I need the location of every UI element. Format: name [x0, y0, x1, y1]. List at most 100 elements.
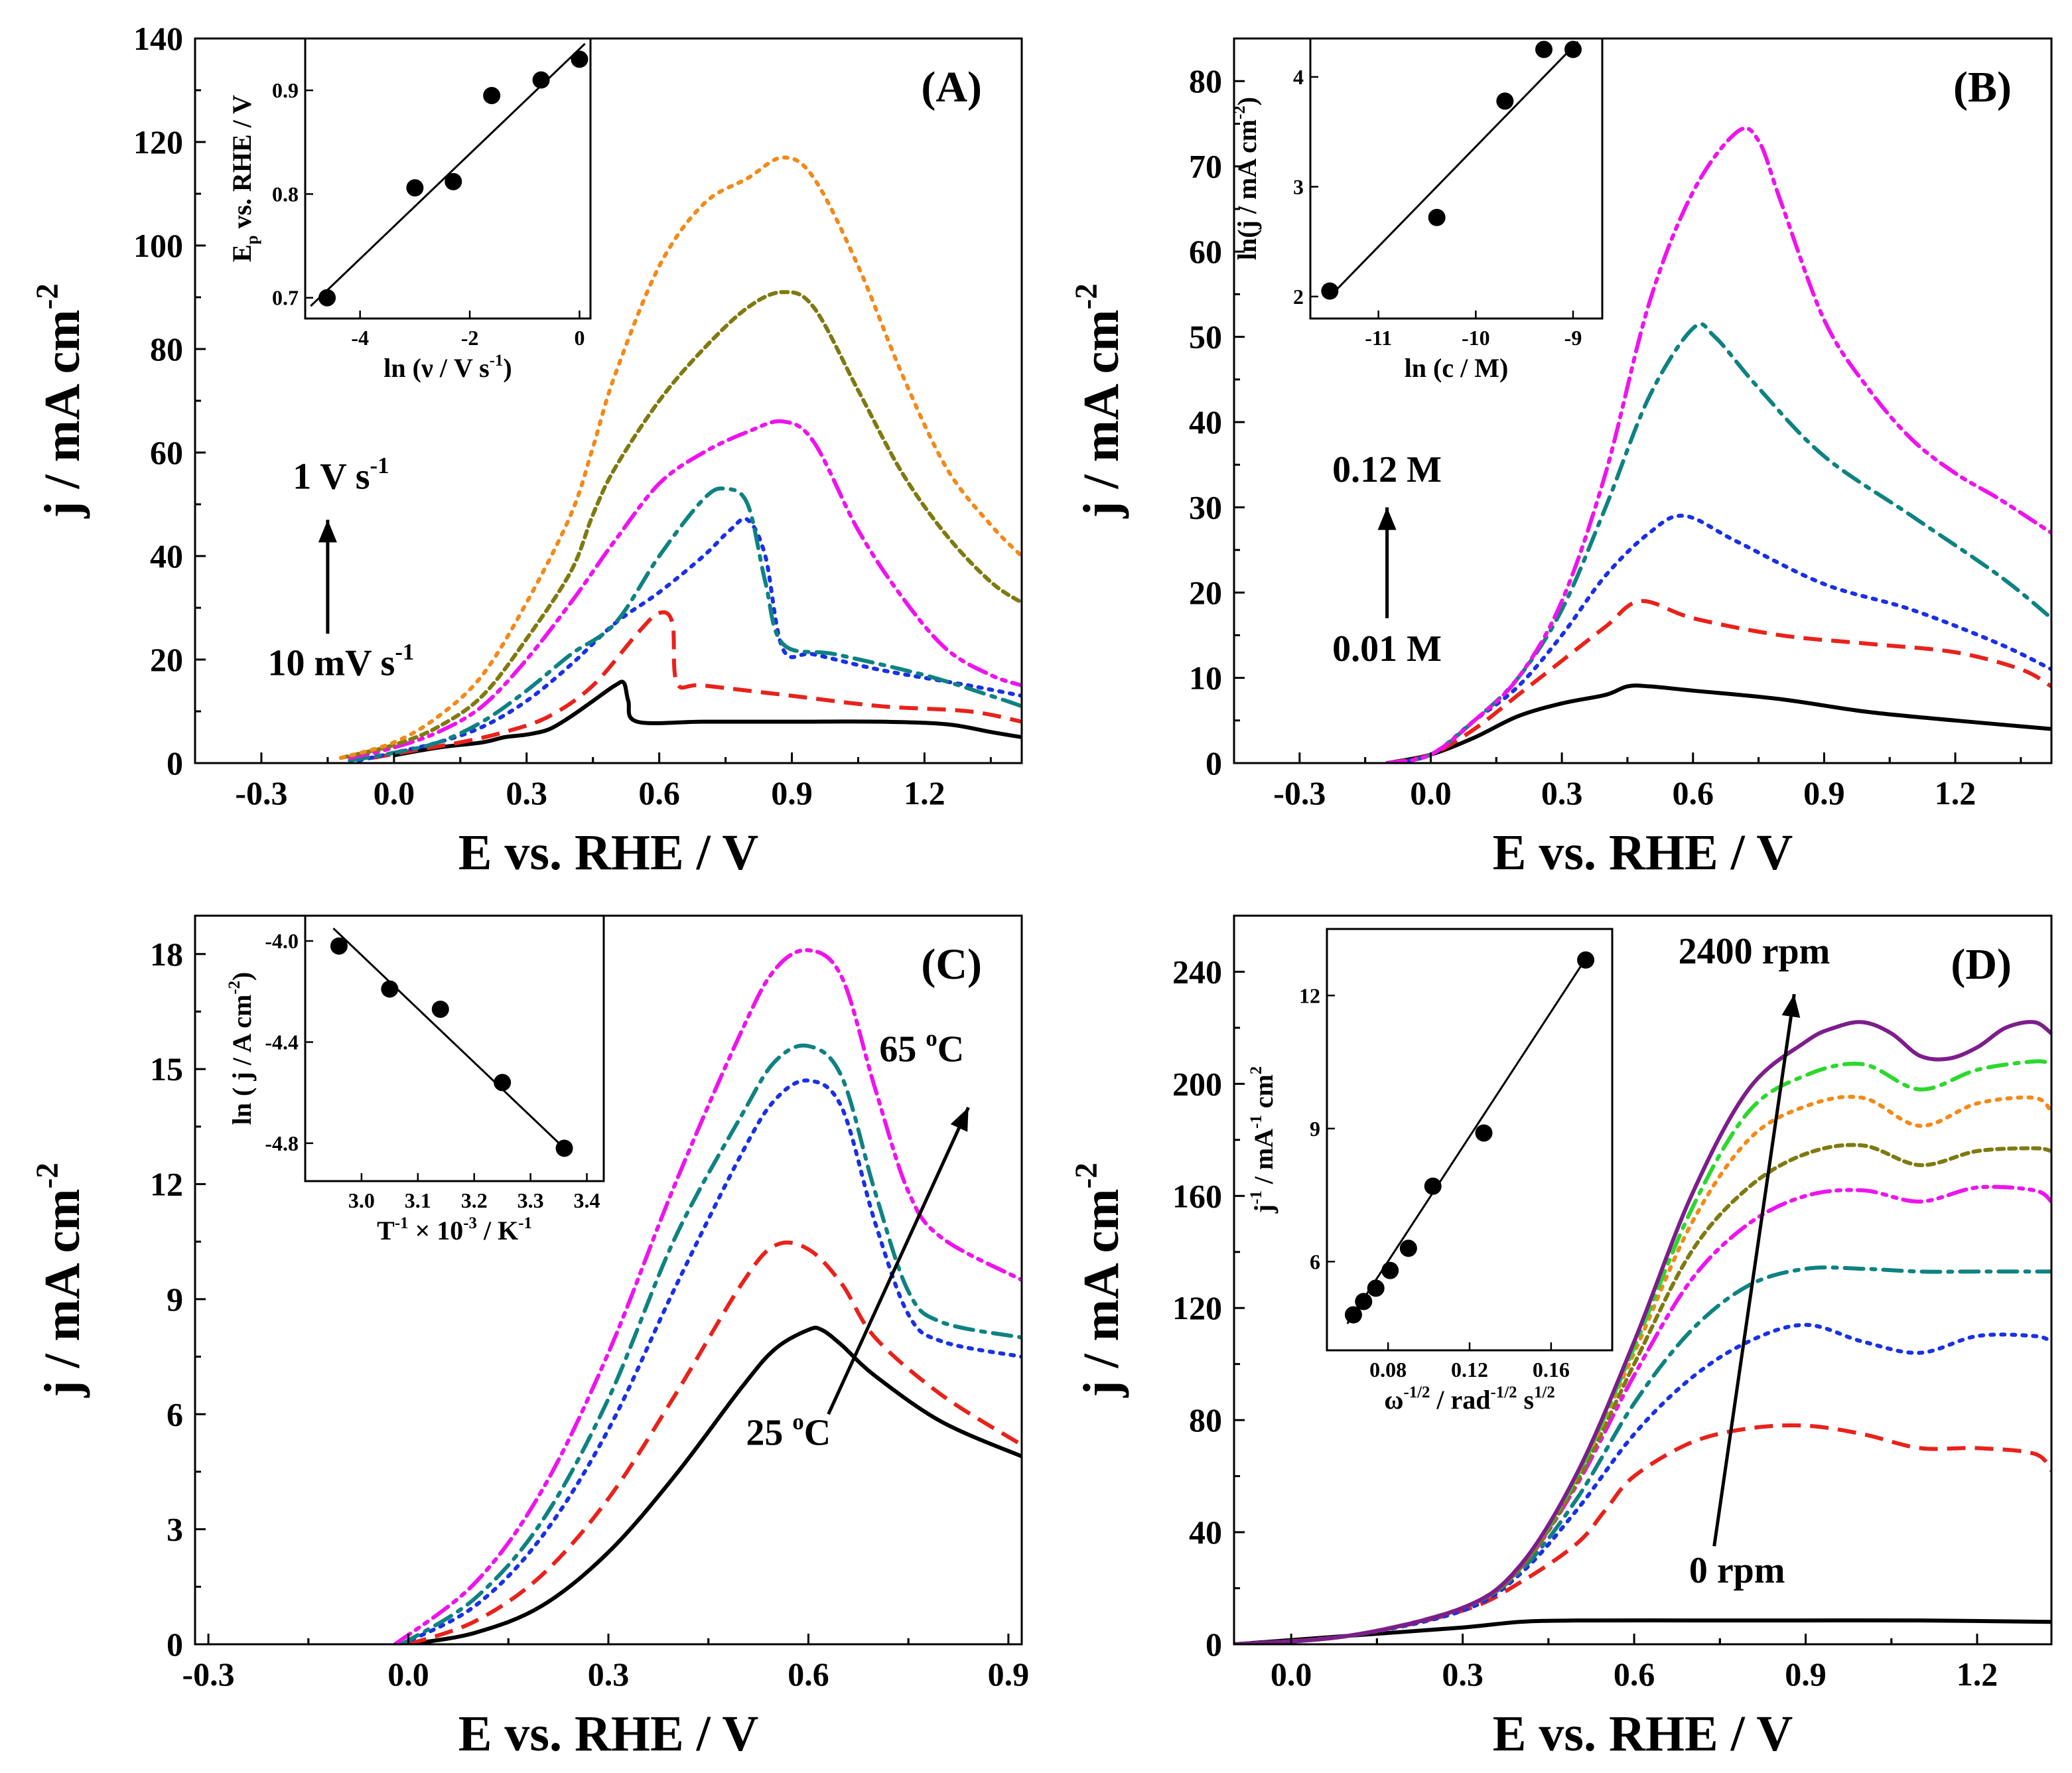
series-line-b-4 — [1385, 126, 2051, 763]
inset-a: -4 -2 0 0.7 0.8 0.9 ln (ν / V s-1) Ep vs. RHE /… — [227, 37, 592, 383]
y-tick-label: 0 — [1206, 1626, 1222, 1663]
y-tick-label: 0 — [1206, 745, 1222, 782]
inset-data-point — [1381, 1261, 1399, 1279]
annotation-bottom: 0 rpm — [1689, 1550, 1785, 1591]
inset-data-point — [1428, 208, 1446, 226]
inset-x-tick-label: 3.0 — [348, 1188, 375, 1212]
y-tick-label: 9 — [167, 1281, 183, 1318]
y-tick-label: 12 — [150, 1166, 183, 1203]
y-tick-label: 20 — [150, 641, 183, 678]
series-line-c-0 — [407, 1325, 1022, 1644]
annotation-bottom: 25 oC — [746, 1409, 831, 1454]
series-line-b-1 — [1387, 599, 2051, 763]
y-axis-label: j / mA cm-2 — [1070, 283, 1129, 519]
annotation-bottom: 10 mV s-1 — [267, 639, 414, 684]
inset-y-tick-label: 0.7 — [272, 286, 299, 310]
series-line-a-3 — [348, 486, 1022, 763]
inset-y-tick-label: 0.8 — [272, 182, 299, 206]
inset-data-point — [1367, 1279, 1385, 1297]
inset-fit-line — [332, 927, 565, 1149]
trend-arrow-head — [1377, 507, 1397, 530]
inset-x-tick-label: -9 — [1564, 326, 1582, 350]
inset-data-point — [494, 1074, 512, 1092]
panel-c: -0.3 0.0 0.3 0.6 0.9 0 3 6 9 12 15 18 E vs. RHE / V j… — [31, 914, 1029, 1762]
x-tick-label: 1.2 — [1957, 1656, 1998, 1693]
annotation-top: 2400 rpm — [1679, 931, 1830, 972]
series-line-a-4 — [348, 419, 1022, 760]
annotation-bottom: 0.01 M — [1332, 628, 1442, 670]
series-line-a-5 — [338, 290, 1022, 760]
inset-y-tick-label: 12 — [1299, 983, 1320, 1007]
y-tick-label: 200 — [1172, 1065, 1222, 1102]
inset-y-tick-label: 3 — [1293, 175, 1304, 198]
annotation-top: 65 oC — [879, 1025, 964, 1070]
inset-data-point — [1496, 92, 1514, 110]
inset-data-point — [1577, 951, 1595, 969]
inset-y-axis-label: Ep vs. RHE / V — [227, 95, 261, 262]
x-tick-label: 0.0 — [387, 1656, 429, 1693]
trend-arrow-head — [318, 520, 337, 543]
x-axis-label: E vs. RHE / V — [458, 1706, 759, 1762]
x-axis-label: E vs. RHE / V — [1493, 825, 1793, 881]
inset-data-point — [431, 1000, 449, 1018]
y-tick-label: 18 — [150, 936, 183, 973]
y-tick-label: 60 — [1189, 233, 1222, 270]
inset-data-point — [1321, 282, 1339, 300]
inset-y-axis-label: j-1 / mA-1 cm2 — [1247, 1066, 1278, 1214]
inset-x-axis-label: ω-1/2 / rad-1/2 s1/2 — [1384, 1383, 1555, 1415]
inset-data-point — [1475, 1124, 1493, 1142]
x-tick-label: 0.0 — [1271, 1656, 1312, 1693]
inset-data-point — [1399, 1240, 1417, 1257]
annotation-top: 1 V s-1 — [293, 453, 389, 498]
annotation-top: 0.12 M — [1332, 449, 1442, 490]
inset-y-tick-label: 0.9 — [272, 78, 299, 102]
series-line-d-4 — [1234, 1184, 2051, 1644]
series-line-a-1 — [371, 610, 1022, 760]
x-tick-label: 0.6 — [788, 1656, 829, 1693]
inset-data-point — [532, 71, 550, 89]
x-tick-label: 0.6 — [638, 774, 680, 812]
y-tick-label: 80 — [1189, 62, 1222, 100]
trend-arrow-head — [950, 1107, 969, 1132]
inset-data-point — [1355, 1293, 1373, 1311]
inset-data-point — [445, 173, 462, 190]
y-tick-label: 40 — [150, 537, 183, 575]
y-tick-label: 6 — [167, 1395, 183, 1433]
y-tick-label: 40 — [1189, 1514, 1222, 1551]
inset-x-tick-label: 3.1 — [405, 1188, 431, 1212]
panel-b: -0.3 0.0 0.3 0.6 0.9 1.2 0 10 20 30 40 50 60 70 80 E vs… — [1070, 37, 2053, 881]
series-line-a-2 — [356, 516, 1022, 763]
inset-x-axis-label: T-1 × 10-3 / K-1 — [377, 1214, 532, 1245]
y-tick-label: 140 — [133, 20, 183, 57]
y-tick-label: 30 — [1189, 489, 1222, 526]
y-tick-label: 40 — [1189, 403, 1222, 441]
panel-label: (D) — [1951, 940, 2012, 989]
series-line-a-6 — [338, 155, 1022, 760]
y-tick-label: 15 — [150, 1050, 183, 1088]
inset-data-point — [1564, 40, 1582, 58]
series-line-c-3 — [399, 1043, 1022, 1644]
y-tick-label: 0 — [167, 745, 183, 782]
inset-y-tick-label: 6 — [1310, 1249, 1320, 1273]
series-line-d-2 — [1234, 1322, 2051, 1644]
plot-frame — [1233, 37, 2053, 764]
x-axis-label: E vs. RHE / V — [458, 825, 759, 881]
y-tick-label: 80 — [150, 330, 183, 368]
y-tick-label: 3 — [167, 1511, 183, 1548]
x-tick-label: 0.0 — [374, 774, 415, 812]
series-line-c-2 — [399, 1078, 1022, 1644]
panel-a: -0.3 0.0 0.3 0.6 0.9 1.2 0 20 40 60 80 100 120 140 E v… — [31, 20, 1023, 881]
y-tick-label: 100 — [133, 227, 183, 264]
inset-frame — [304, 914, 605, 1182]
x-tick-label: -0.3 — [235, 774, 287, 812]
x-tick-label: -0.3 — [182, 1656, 235, 1693]
inset-data-point — [330, 937, 348, 955]
inset-x-tick-label: 0.16 — [1533, 1358, 1570, 1382]
x-axis-label: E vs. RHE / V — [1493, 1706, 1793, 1762]
y-tick-label: 10 — [1189, 660, 1222, 697]
inset-y-tick-label: -4.0 — [265, 929, 299, 953]
x-tick-label: 0.3 — [506, 774, 547, 812]
y-tick-label: 80 — [1189, 1401, 1222, 1439]
trend-arrow-head — [1781, 994, 1801, 1018]
